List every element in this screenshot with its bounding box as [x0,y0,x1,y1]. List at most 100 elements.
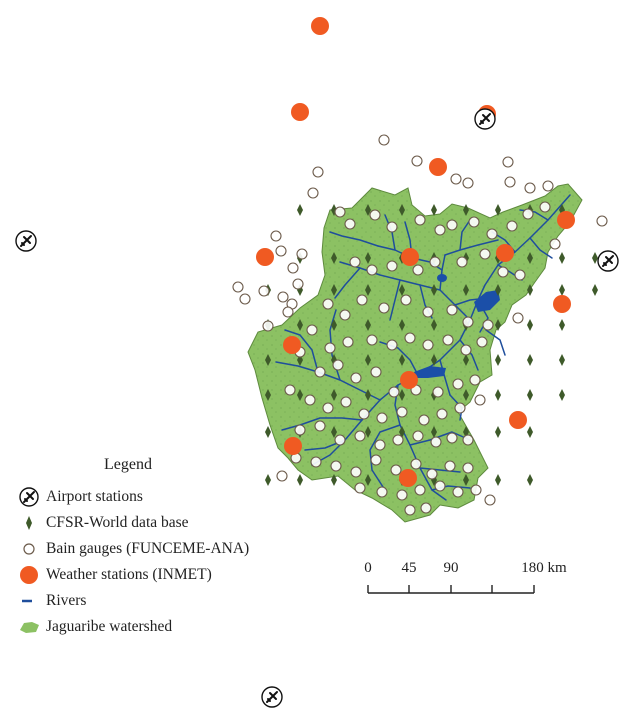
rain-gauge [275,245,287,257]
rain-gauge [340,396,352,408]
rain-gauge [292,278,304,290]
rain-gauge [469,374,481,386]
cfsr-diamond [399,204,405,216]
cfsr-diamond [331,426,337,438]
rain-gauge [370,454,382,466]
rain-gauge [596,215,608,227]
cfsr-diamond [265,474,271,486]
rain-gauge [330,460,342,472]
rain-gauge [514,269,526,281]
rain-gauge [411,155,423,167]
rain-gauge [446,304,458,316]
rain-gauge [446,219,458,231]
rain-gauge [400,294,412,306]
rain-gauge [356,294,368,306]
cfsr-diamond [331,319,337,331]
rain-gauge [410,458,422,470]
rain-gauge [396,489,408,501]
cfsr-diamond [592,252,598,264]
rain-gauge [396,406,408,418]
cfsr-diamond [495,319,501,331]
legend-label: Rivers [46,592,87,609]
weather-station [429,158,447,176]
cfsr-diamond [527,284,533,296]
rain-gauge [287,262,299,274]
rain-gauge [429,256,441,268]
cfsr-diamond [495,389,501,401]
scale-tick-label: 90 [443,560,459,576]
cfsr-diamond [463,354,469,366]
scale-tick-label: 180 km [521,560,567,576]
cfsr-diamond [559,284,565,296]
rain-gauge [422,306,434,318]
rain-gauge [444,460,456,472]
rain-gauge [522,208,534,220]
rain-gauge [539,201,551,213]
cfsr-diamond [331,389,337,401]
rain-gauge [452,378,464,390]
rain-gauge [470,484,482,496]
cfsr-diamond [365,389,371,401]
airport-icon [597,250,619,272]
rain-gauge [404,332,416,344]
cfsr-diamond [592,284,598,296]
cfsr-diamond [365,474,371,486]
legend-item-rain-gauges: Bain gauges (FUNCEME-ANA) [18,538,249,560]
rain-gauge [442,334,454,346]
cfsr-diamond [463,204,469,216]
cfsr-diamond [527,426,533,438]
weather-station [284,437,302,455]
rain-gauge [462,434,474,446]
rain-gauge [506,220,518,232]
rain-gauge [262,320,274,332]
cfsr-diamond [559,252,565,264]
rain-gauge [542,180,554,192]
rain-gauge [512,312,524,324]
weather-station [399,469,417,487]
weather-station [553,295,571,313]
legend-item-rivers: Rivers [18,590,86,612]
cfsr-diamond [399,284,405,296]
rain-gauge [456,256,468,268]
rain-gauge [284,384,296,396]
rain-gauge [484,494,496,506]
rain-gauge [344,218,356,230]
rain-gauge [350,372,362,384]
rain-gauge [462,177,474,189]
legend-item-weather-stations: Weather stations (INMET) [18,564,212,586]
cfsr-diamond [365,284,371,296]
weather-station [291,103,309,121]
legend-label: Jaguaribe watershed [46,618,173,635]
airport-icon [18,486,40,508]
rain-gauge [294,424,306,436]
rain-gauge [426,468,438,480]
cfsr-diamond [495,284,501,296]
cfsr-diamond [331,284,337,296]
cfsr-diamond [399,389,405,401]
cfsr-diamond [331,474,337,486]
rain-gauge [486,228,498,240]
rain-gauge [366,334,378,346]
legend-label: Airport stations [46,488,143,505]
legend-label: Weather stations (INMET) [46,566,212,583]
rain-gauge [304,394,316,406]
rain-gauge [468,216,480,228]
rain-gauge [354,482,366,494]
cfsr-diamond [431,354,437,366]
filled-circle-icon [18,564,40,586]
cfsr-diamond [463,474,469,486]
rain-gauge [314,366,326,378]
rain-gauge [378,302,390,314]
legend-item-cfsr: CFSR-World data base [18,512,189,534]
cfsr-diamond [527,319,533,331]
rain-gauge [232,281,244,293]
cfsr-diamond [265,426,271,438]
rain-gauge [454,402,466,414]
cfsr-diamond [527,474,533,486]
weather-station [557,211,575,229]
weather-station [401,248,419,266]
rain-gauge [354,430,366,442]
cfsr-diamond [495,474,501,486]
scale-bar: 0 45 90 180 km [356,560,567,600]
